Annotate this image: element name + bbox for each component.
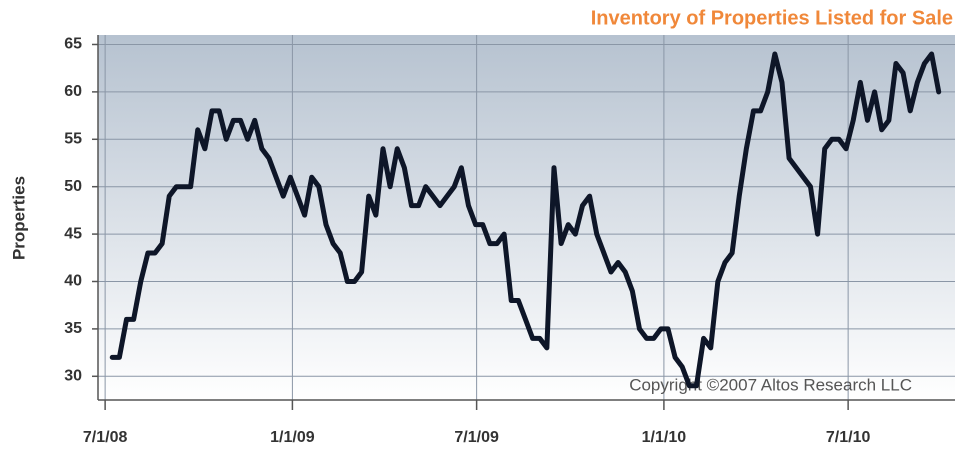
y-tick-label: 35: [64, 320, 82, 337]
x-tick-label: 1/1/10: [642, 429, 687, 446]
x-tick-label: 7/1/10: [826, 429, 871, 446]
y-tick-label: 50: [64, 178, 82, 195]
x-tick-label: 1/1/09: [270, 429, 315, 446]
y-axis-label: Properties: [9, 176, 28, 260]
y-tick-label: 45: [64, 225, 82, 242]
chart-title: Inventory of Properties Listed for Sale: [591, 7, 953, 29]
x-tick-label: 7/1/08: [83, 429, 128, 446]
plot-background: [98, 35, 955, 400]
annotation: Copyright ©2007 Altos Research LLC: [629, 375, 912, 394]
y-tick-label: 65: [64, 36, 82, 53]
x-tick-label: 7/1/09: [454, 429, 499, 446]
data-line: [109, 51, 942, 389]
y-tick-label: 60: [64, 83, 82, 100]
y-tick-label: 40: [64, 273, 82, 290]
y-tick-label: 55: [64, 131, 82, 148]
y-tick-label: 30: [64, 368, 82, 385]
